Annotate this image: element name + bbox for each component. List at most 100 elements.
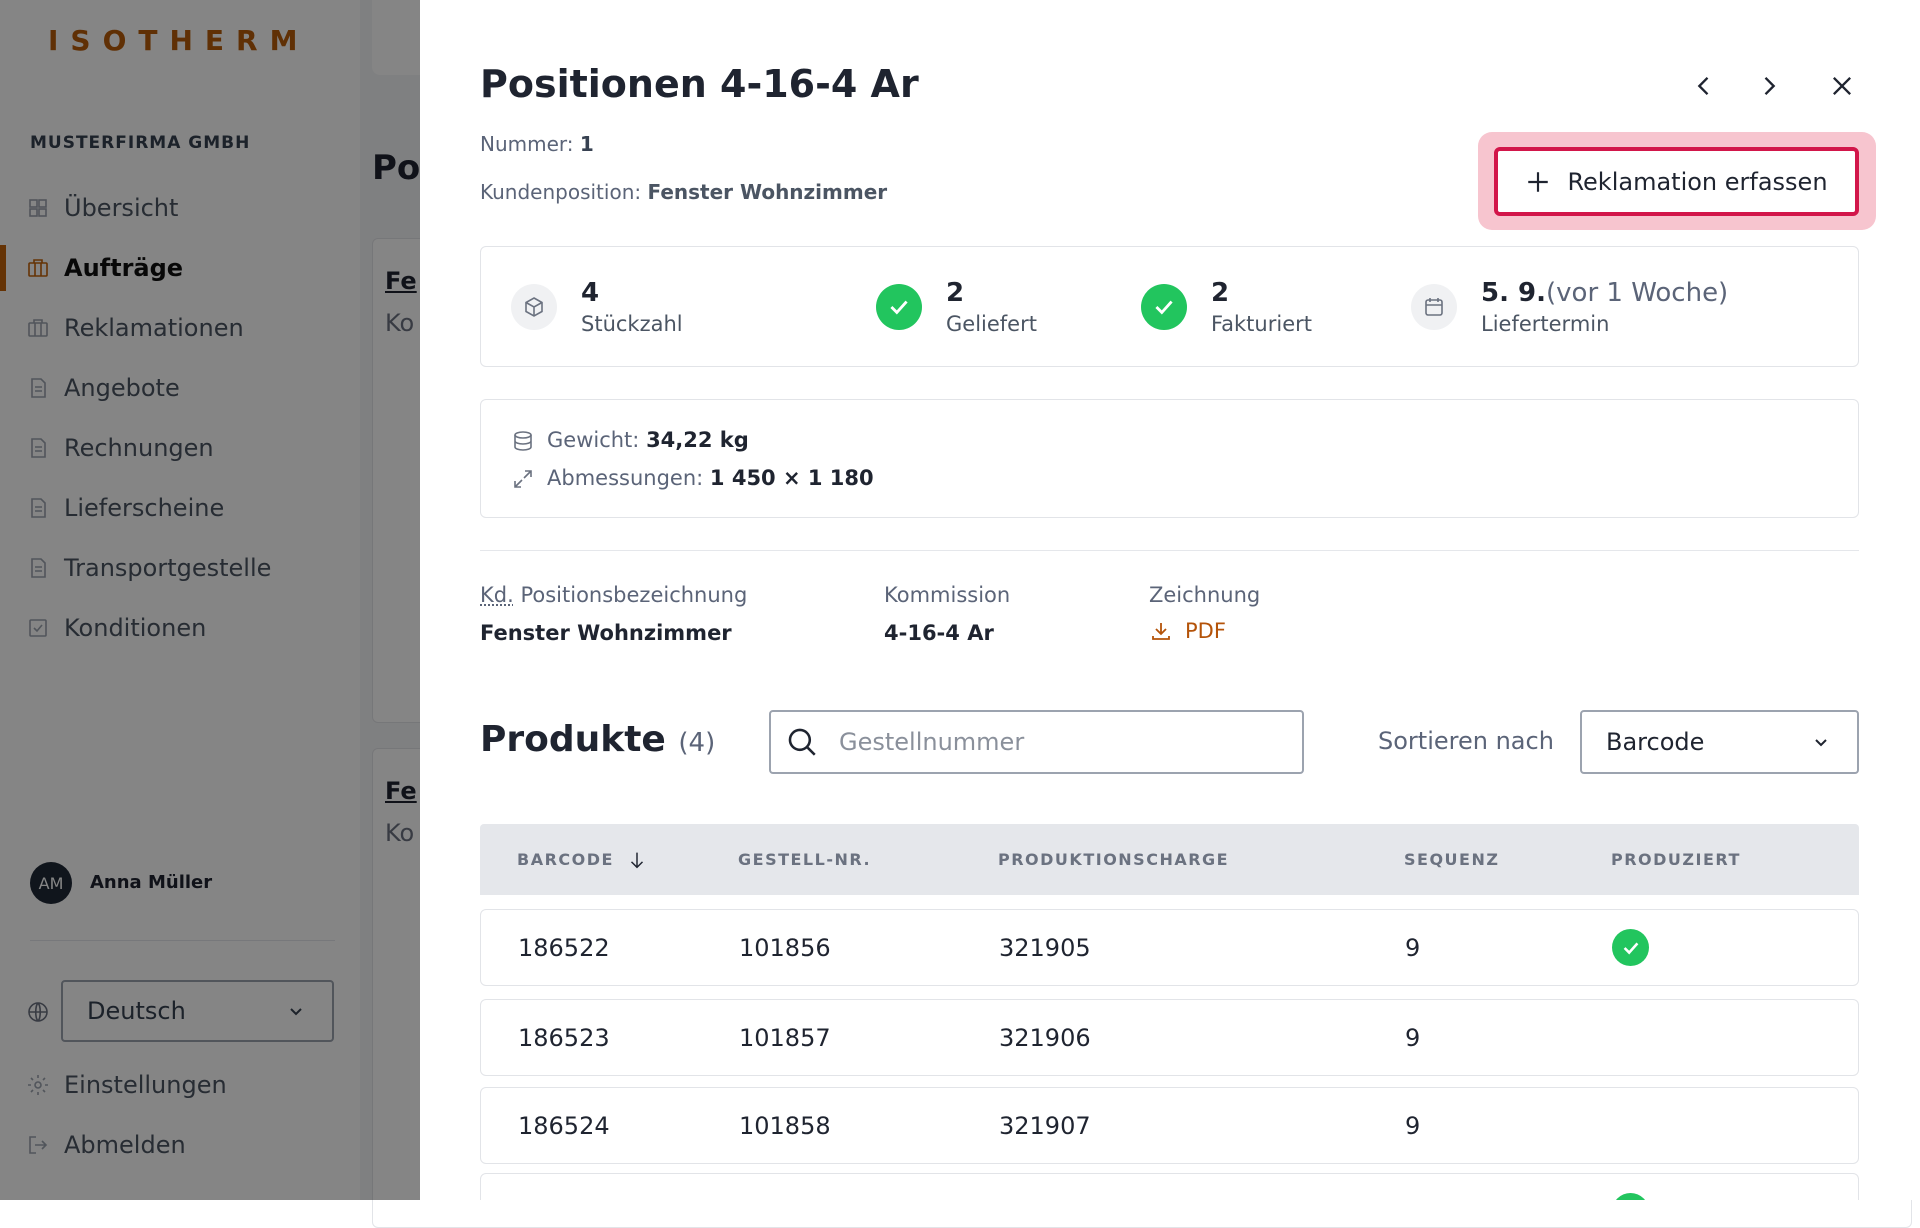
stat: 2 Fakturiert bbox=[1141, 247, 1312, 366]
sort-value: Barcode bbox=[1606, 728, 1704, 756]
sort-select[interactable]: Barcode bbox=[1580, 710, 1859, 774]
header-label: PRODUZIERT bbox=[1611, 850, 1741, 869]
download-icon bbox=[1149, 619, 1173, 643]
calendar-icon bbox=[1422, 295, 1446, 319]
stat: 4 Stückzahl bbox=[511, 247, 683, 366]
detail-panel: Positionen 4-16-4 Ar Nummer: 1 Kundenpos… bbox=[420, 0, 1920, 1200]
reklamation-button[interactable]: Reklamation erfassen bbox=[1494, 147, 1859, 216]
header-label: PRODUKTIONSCHARGE bbox=[998, 850, 1229, 869]
table-body: 186522 101856 321905 9 186523 101857 321906 9 18… bbox=[480, 909, 1859, 1200]
weight-icon bbox=[511, 429, 535, 453]
stat-text: 4 Stückzahl bbox=[581, 278, 683, 336]
cell: 101857 bbox=[739, 1000, 831, 1075]
cell: 9 bbox=[1405, 1000, 1420, 1075]
value: Fenster Wohnzimmer bbox=[647, 180, 887, 204]
check-icon bbox=[886, 294, 912, 320]
dimension-icon bbox=[511, 467, 535, 491]
nummer: Nummer: 1 bbox=[480, 132, 594, 156]
stat-icon bbox=[1141, 284, 1187, 330]
cell: 101858 bbox=[739, 1088, 831, 1163]
header-label: SEQUENZ bbox=[1404, 850, 1499, 869]
label: Kundenposition: bbox=[480, 180, 641, 204]
header-label: BARCODE bbox=[517, 850, 614, 869]
label: Abmessungen: bbox=[547, 466, 703, 490]
cell: 186523 bbox=[518, 1000, 610, 1075]
column-header[interactable]: BARCODE bbox=[517, 824, 648, 895]
stat-text: 5. 9.(vor 1 Woche) Liefertermin bbox=[1481, 278, 1728, 336]
prev-button[interactable] bbox=[1690, 72, 1718, 100]
kundenposition: Kundenposition: Fenster Wohnzimmer bbox=[480, 180, 887, 204]
stat-value: 5. 9.(vor 1 Woche) bbox=[1481, 278, 1728, 308]
column-header: GESTELL-NR. bbox=[738, 824, 871, 895]
cell: 101856 bbox=[739, 910, 831, 985]
produced-check bbox=[1612, 929, 1649, 966]
value: 1 bbox=[580, 132, 594, 156]
column-header: PRODUZIERT bbox=[1611, 824, 1741, 895]
note: (vor 1 Woche) bbox=[1546, 278, 1728, 308]
next-button[interactable] bbox=[1755, 72, 1783, 100]
cell: 321906 bbox=[999, 1000, 1091, 1075]
cell: 186524 bbox=[518, 1088, 610, 1163]
dimensions: Abmessungen: 1 450 × 1 180 bbox=[547, 466, 874, 490]
info-value: 4-16-4 Ar bbox=[884, 621, 994, 645]
table-header: BARCODE GESTELL-NR. PRODUKTIONSCHARGE SEQUE… bbox=[480, 824, 1859, 895]
products-title: Produkte (4) bbox=[480, 719, 715, 760]
cell: 9 bbox=[1405, 910, 1420, 985]
info-label: Zeichnung bbox=[1149, 583, 1260, 607]
cell: 321905 bbox=[999, 910, 1091, 985]
stat-label: Liefertermin bbox=[1481, 312, 1728, 336]
check-icon bbox=[1151, 294, 1177, 320]
stat-label: Geliefert bbox=[946, 312, 1037, 336]
value: 34,22 kg bbox=[646, 428, 749, 452]
body: ISOTHERM MUSTERFIRMA GMBH AM Anna Müller… bbox=[0, 0, 1920, 1200]
table-row[interactable] bbox=[480, 1173, 1859, 1200]
table-row[interactable]: 186524 101858 321907 9 bbox=[480, 1087, 1859, 1164]
abbr: Kd. bbox=[480, 583, 514, 607]
sort-label: Sortieren nach bbox=[1378, 727, 1554, 755]
value: 5. 9. bbox=[1481, 278, 1546, 308]
table-row[interactable]: 186522 101856 321905 9 bbox=[480, 909, 1859, 986]
stats-box: 4 Stückzahl 2 Geliefert 2 Fakturiert 5. 9.(vor… bbox=[480, 246, 1859, 367]
page: Positionen { "sidebar": { "logo": "ISOTH… bbox=[0, 0, 1920, 1200]
cell: 9 bbox=[1405, 1088, 1420, 1163]
stat: 5. 9.(vor 1 Woche) Liefertermin bbox=[1411, 247, 1728, 366]
weight: Gewicht: 34,22 kg bbox=[547, 428, 749, 452]
link-label: PDF bbox=[1185, 619, 1226, 643]
close-button[interactable] bbox=[1828, 72, 1856, 100]
value: 2 bbox=[1211, 278, 1229, 308]
divider bbox=[480, 550, 1859, 551]
search-input[interactable]: Gestellnummer bbox=[769, 710, 1304, 774]
button-label: Reklamation erfassen bbox=[1567, 168, 1827, 196]
stat-icon bbox=[1411, 284, 1457, 330]
stat-value: 2 bbox=[946, 278, 1037, 308]
placeholder: Gestellnummer bbox=[839, 728, 1024, 756]
count: (4) bbox=[678, 728, 715, 758]
table-row[interactable]: 186523 101857 321906 9 bbox=[480, 999, 1859, 1076]
info-value: Fenster Wohnzimmer bbox=[480, 621, 732, 645]
column-header: SEQUENZ bbox=[1404, 824, 1499, 895]
stat-icon bbox=[511, 284, 557, 330]
pdf-link[interactable]: PDF bbox=[1149, 619, 1226, 643]
label: Gewicht: bbox=[547, 428, 639, 452]
search-icon bbox=[785, 725, 819, 759]
produced-check bbox=[1612, 1193, 1649, 1200]
stat-value: 2 bbox=[1211, 278, 1312, 308]
chevron bbox=[1813, 734, 1829, 750]
value: 2 bbox=[946, 278, 964, 308]
column-header: PRODUKTIONSCHARGE bbox=[998, 824, 1229, 895]
panel-title: Positionen 4-16-4 Ar bbox=[480, 62, 919, 106]
stat: 2 Geliefert bbox=[876, 247, 1037, 366]
value: 1 450 × 1 180 bbox=[710, 466, 874, 490]
box-icon bbox=[522, 295, 546, 319]
stat-icon bbox=[876, 284, 922, 330]
stat-label: Stückzahl bbox=[581, 312, 683, 336]
sort-icon bbox=[626, 849, 648, 871]
header-label: GESTELL-NR. bbox=[738, 850, 871, 869]
cell: 321907 bbox=[999, 1088, 1091, 1163]
details-box: Gewicht: 34,22 kg Abmessungen: 1 450 × 1… bbox=[480, 399, 1859, 518]
info-label: Kommission bbox=[884, 583, 1010, 607]
stat-value: 4 bbox=[581, 278, 683, 308]
stat-text: 2 Fakturiert bbox=[1211, 278, 1312, 336]
value: 4 bbox=[581, 278, 599, 308]
label: Positionsbezeichnung bbox=[520, 583, 747, 607]
